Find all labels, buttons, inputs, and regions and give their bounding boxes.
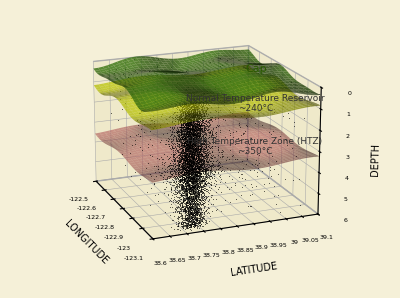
Y-axis label: LATITUDE: LATITUDE — [230, 261, 278, 278]
X-axis label: LONGITUDE: LONGITUDE — [62, 218, 110, 266]
